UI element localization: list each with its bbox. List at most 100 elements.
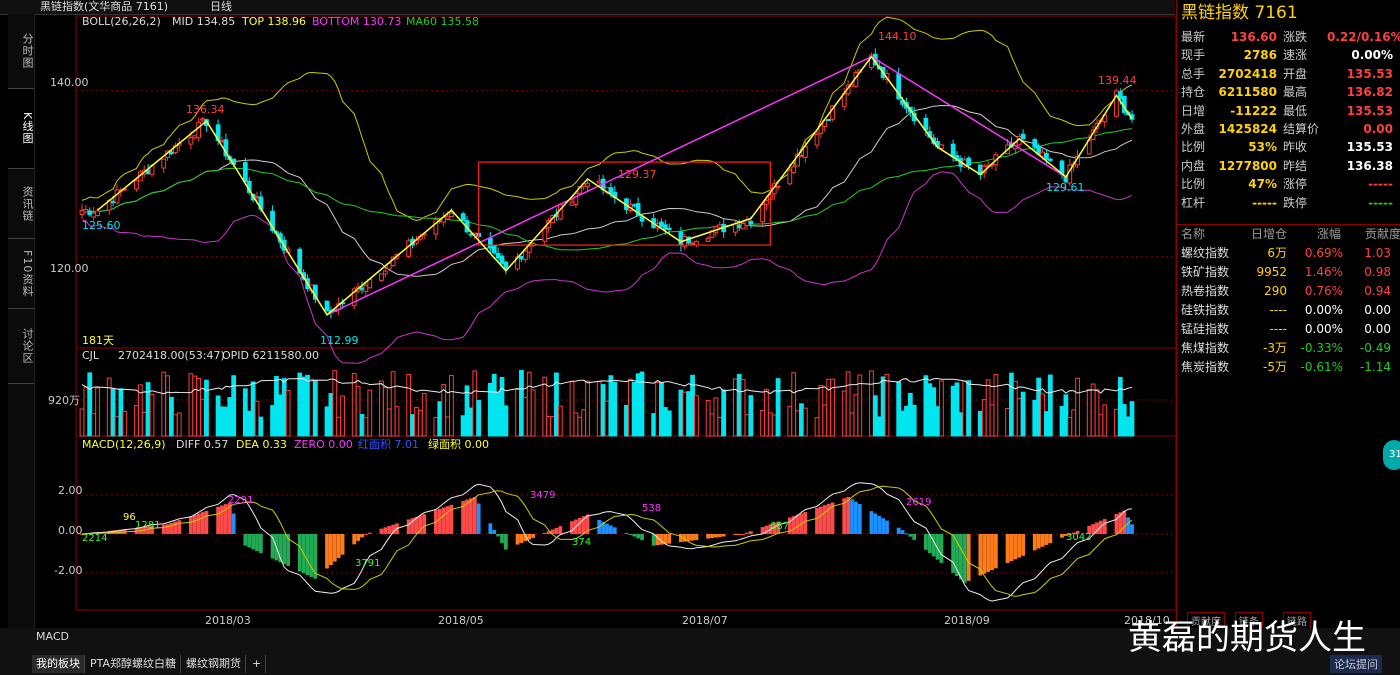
forum-button[interactable]: 论坛提问 — [1330, 655, 1382, 673]
macd-bar — [624, 532, 629, 534]
macd-bar — [325, 533, 329, 569]
volume-bar — [1044, 411, 1049, 437]
macd-bar — [146, 526, 150, 534]
macd-bar — [1064, 533, 1068, 536]
candle-body — [242, 162, 248, 183]
sector-row[interactable]: 硅铁指数 ---- 0.00% 0.00 — [1177, 301, 1400, 320]
tab-kline[interactable]: K线图 — [8, 89, 34, 169]
label-high-136: 136.34 — [186, 103, 225, 116]
macd-bar — [632, 533, 637, 537]
volume-bar — [713, 397, 719, 437]
float-badge[interactable]: 31 — [1383, 440, 1400, 470]
volume-bar — [744, 414, 750, 437]
macd-bar — [581, 516, 586, 534]
macd-bar — [978, 533, 983, 576]
volume-bar — [215, 395, 221, 437]
title-bar: 黑链指数(文华商品 7161) 日线 — [0, 0, 1175, 15]
sector-header: 名称 日增仓 涨幅 贡献度 — [1177, 224, 1400, 244]
macd-bar — [383, 527, 388, 534]
volume-bar — [791, 372, 797, 437]
volume-bar — [149, 393, 155, 437]
sector-row[interactable]: 热卷指数 290 0.76% 0.94 — [1177, 282, 1400, 301]
candle-body — [169, 151, 174, 155]
macd-bar — [340, 533, 345, 555]
quote-label: 日增 — [1181, 103, 1206, 118]
volume-bar — [297, 372, 303, 437]
macd-bar — [636, 533, 640, 539]
volume-bar — [305, 374, 310, 437]
sector-row[interactable]: 焦煤指数 -3万 -0.33% -0.49 — [1177, 339, 1400, 358]
sector-row[interactable]: 铁矿指数 9952 1.46% 0.98 — [1177, 263, 1400, 282]
volume-bar — [1036, 377, 1042, 437]
quote-label: 比例 — [1181, 140, 1206, 155]
macd-bar — [1067, 533, 1072, 535]
macd-name[interactable]: MACD(12,26,9) — [82, 438, 166, 451]
quote-value: 135.53 — [1346, 66, 1393, 81]
indicator-tab-macd[interactable]: MACD — [36, 630, 69, 643]
macd-bar — [791, 516, 796, 534]
volume-bar — [336, 416, 342, 437]
add-tab-button[interactable]: + — [248, 655, 267, 673]
tab-pta-group[interactable]: PTA郑醇螺纹白糖 — [86, 655, 182, 673]
macd-label-2619: 2619 — [906, 497, 931, 508]
macd-bar — [251, 533, 255, 550]
macd-bar — [204, 510, 209, 534]
quote-value: 135.53 — [1346, 103, 1393, 118]
tab-f10[interactable]: F10资料 — [8, 239, 34, 309]
sector-row[interactable]: 螺纹指数 6万 0.69% 1.03 — [1177, 244, 1400, 263]
quote-value: 136.82 — [1346, 85, 1393, 100]
candle-body — [662, 224, 668, 230]
candle-body — [635, 203, 641, 217]
macd-label-374: 374 — [572, 537, 591, 548]
boll-top-line — [81, 16, 1133, 222]
macd-bar — [667, 533, 672, 544]
macd-bar — [515, 533, 520, 545]
candle-body — [542, 227, 548, 242]
macd-label-3479: 3479 — [530, 490, 555, 501]
volume-bar — [445, 416, 450, 437]
sector-row[interactable]: 焦炭指数 -5万 -0.61% -1.14 — [1177, 358, 1400, 377]
macd-bar — [554, 527, 559, 534]
macd-label-1281: 1281 — [135, 520, 160, 531]
volume-bar — [161, 371, 167, 437]
boll-ma60: MA60 135.58 — [406, 15, 479, 28]
macd-bar — [924, 533, 928, 550]
macd-bar — [1122, 510, 1127, 534]
tab-news-chain[interactable]: 资讯链 — [8, 169, 34, 239]
macd-bar — [601, 521, 605, 534]
chart-canvas[interactable]: BOLL(26,26,2) MID 134.85 TOP 138.96 BOTT… — [0, 0, 1176, 628]
tab-rebar-futures[interactable]: 螺纹钢期货 — [182, 655, 246, 673]
sector-contrib: 0.94 — [1364, 284, 1391, 298]
cjl-name[interactable]: CJL — [82, 349, 100, 362]
macd-bar — [982, 533, 987, 574]
macd-bar — [896, 527, 901, 534]
volume-bar — [981, 399, 987, 437]
period-selector[interactable]: 日线 — [210, 0, 232, 13]
candle-body — [950, 143, 956, 158]
quote-row: 内盘 1277800 昨结 136.38 — [1177, 157, 1400, 175]
macd-bar — [352, 533, 357, 545]
volume-bar — [767, 412, 773, 437]
macd-bar — [1130, 524, 1134, 534]
tab-discussion[interactable]: 讨论区 — [8, 309, 34, 384]
candle-body — [694, 240, 699, 246]
macd-bar — [461, 500, 465, 534]
macd-bar — [951, 533, 955, 573]
macd-bar — [908, 533, 913, 537]
macd-bar — [873, 513, 878, 534]
volume-bar — [367, 389, 373, 437]
volume-bar — [301, 376, 307, 437]
macd-bar — [931, 533, 936, 557]
macd-label-3042: 3042 — [1066, 532, 1091, 543]
sector-contrib: 0.98 — [1364, 265, 1391, 279]
volume-bar — [962, 380, 968, 437]
candle-body — [386, 263, 392, 270]
sector-row[interactable]: 锰硅指数 ---- 0.00% 0.00 — [1177, 320, 1400, 339]
volume-bar — [764, 388, 769, 437]
volume-bar — [958, 412, 964, 437]
tab-my-sector[interactable]: 我的板块 — [32, 655, 85, 673]
tab-intraday[interactable]: 分时图 — [8, 14, 34, 89]
boll-name[interactable]: BOLL(26,26,2) — [82, 15, 161, 28]
macd-bar — [679, 533, 683, 543]
macd-bar — [441, 507, 446, 534]
